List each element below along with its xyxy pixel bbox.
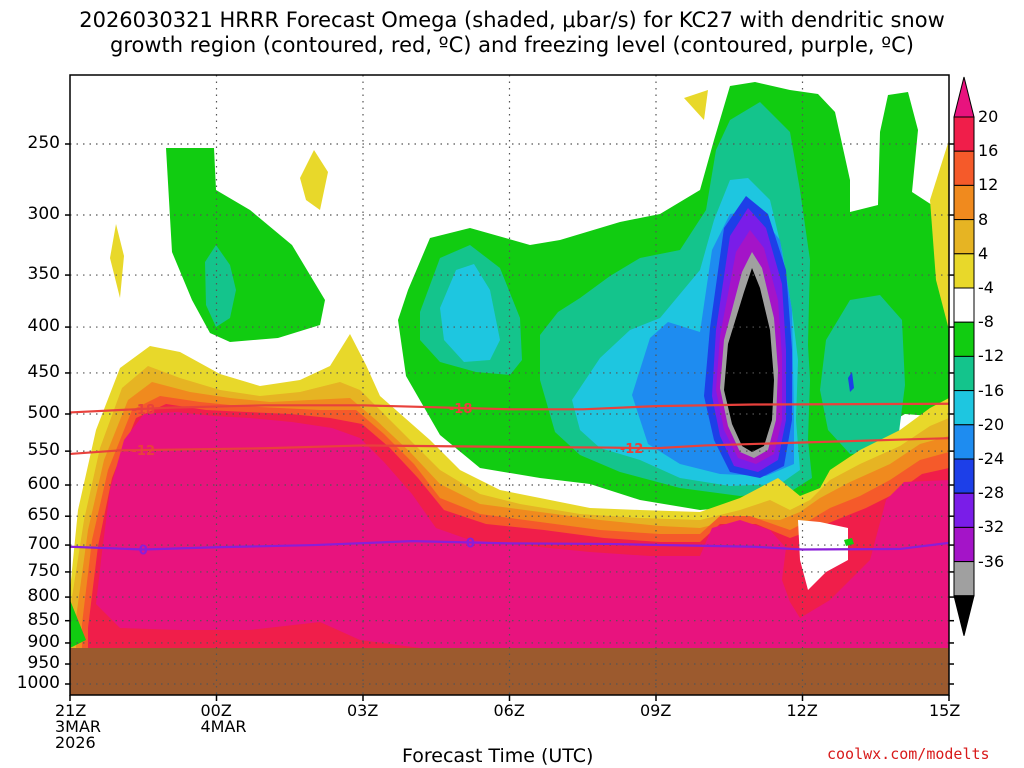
x-tick-label-6: 03Z — [347, 701, 379, 720]
omega-field-hotpink-core — [96, 412, 949, 648]
contour-line--12 — [70, 437, 949, 456]
x-axis-ticks — [69, 695, 950, 701]
omega-field-yellow-top-mid — [300, 150, 328, 210]
y-tick-label-650: 650 — [27, 505, 60, 526]
y-tick-label-450: 450 — [27, 361, 60, 382]
omega-field-cyan-center — [440, 264, 500, 362]
y-tick-label-900: 900 — [27, 631, 60, 652]
contour-label-0-0: 0 — [139, 543, 148, 558]
y-tick-label-950: 950 — [27, 653, 60, 674]
chart-title: 2026030321 HRRR Forecast Omega (shaded, … — [0, 8, 1024, 58]
omega-field-cyan-upper-left — [205, 245, 236, 327]
colorbar-swatch-6 — [953, 321, 975, 357]
omega-field-green-bottom-left — [70, 600, 86, 648]
y-tick-label-400: 400 — [27, 316, 60, 337]
omega-field-green-small-right — [844, 538, 854, 546]
colorbar-label-2: 12 — [978, 175, 999, 195]
omega-field-yellow-top-left — [110, 224, 124, 298]
contour-label-0-1: 0 — [466, 536, 475, 551]
colorbar-label-0: 20 — [978, 107, 999, 126]
x-tick-label-15: 12Z — [786, 701, 818, 720]
x-tick-label-0: 21Z 3MAR 2026 — [55, 701, 102, 752]
colorbar-label-10: -24 — [978, 449, 1005, 468]
colorbar-label-13: -36 — [978, 551, 1005, 571]
title-line-1: 2026030321 HRRR Forecast Omega (shaded, … — [79, 8, 945, 32]
y-tick-label-600: 600 — [27, 474, 60, 495]
colorbar-swatch-4 — [953, 253, 975, 289]
x-axis-title: Forecast Time (UTC) — [402, 745, 594, 767]
y-tick-label-250: 250 — [27, 133, 60, 153]
colorbar-swatch-12 — [953, 526, 975, 563]
y-tick-label-300: 300 — [27, 204, 60, 225]
colorbar-swatch-2 — [953, 184, 975, 221]
colorbar-label-4: 4 — [978, 243, 989, 263]
colorbar-label-11: -28 — [978, 483, 1005, 503]
y-tick-label-350: 350 — [27, 264, 60, 285]
source-credit: coolwx.com/modelts — [827, 745, 990, 763]
colorbar-label-12: -32 — [978, 517, 1005, 537]
y-tick-label-550: 550 — [27, 440, 60, 461]
y-axis-ticks — [65, 143, 954, 685]
y-tick-label-500: 500 — [27, 403, 60, 423]
colorbar-swatch-11 — [953, 492, 975, 528]
omega-field-black-core — [724, 268, 774, 452]
contour-line--18 — [70, 402, 949, 414]
colorbar-swatch-10 — [953, 458, 975, 494]
x-tick-label-18: 15Z — [929, 701, 961, 720]
colorbar-label-6: -8 — [978, 312, 994, 332]
colorbar-label-1: 16 — [978, 141, 999, 161]
omega-field-yellow-edge-right — [930, 140, 949, 330]
contour-label--12-1: -12 — [620, 442, 644, 457]
y-tick-label-750: 750 — [27, 560, 60, 581]
x-tick-label-12: 09Z — [640, 701, 672, 720]
colorbar-swatch-7 — [953, 355, 975, 392]
x-tick-label-9: 06Z — [493, 701, 525, 720]
colorbar-label-9: -20 — [978, 414, 1005, 434]
x-tick-label-3: 00Z 4MAR — [200, 701, 247, 736]
colorbar-bottom-arrow — [953, 595, 975, 636]
colorbar-swatch-5 — [953, 287, 975, 323]
colorbar-swatch-1 — [953, 150, 975, 186]
ground-below-surface — [70, 648, 949, 695]
colorbar-swatch-9 — [953, 424, 975, 460]
colorbar-label-8: -16 — [978, 380, 1005, 400]
colorbar-top-arrow — [953, 76, 975, 118]
y-tick-label-700: 700 — [27, 534, 60, 555]
contour-label--18-1: -18 — [449, 402, 473, 417]
colorbar-label-5: -4 — [978, 278, 994, 297]
temperature-contours: -18 -18 -12 -12 0 0 — [70, 402, 949, 558]
omega-field-dblue-right — [848, 372, 854, 392]
contour-label--18-0: -18 — [132, 403, 156, 418]
contour-line-0 — [70, 540, 949, 551]
colorbar-label-3: 8 — [978, 209, 989, 229]
colorbar-swatch-8 — [953, 390, 975, 426]
y-tick-label-850: 850 — [27, 609, 60, 630]
colorbar-swatch-0 — [953, 116, 975, 152]
colorbar-swatch-13 — [953, 561, 975, 597]
omega-field-white-notch — [798, 520, 848, 590]
contour-label--12-0: -12 — [132, 444, 156, 459]
colorbar — [953, 76, 975, 636]
colorbar-label-7: -12 — [978, 346, 1005, 366]
title-line-2: growth region (contoured, red, ºC) and f… — [110, 33, 914, 57]
omega-field-yellow-top-right — [684, 90, 708, 120]
colorbar-swatch-3 — [953, 219, 975, 255]
y-tick-label-1000: 1000 — [16, 673, 60, 693]
y-tick-label-800: 800 — [27, 586, 60, 607]
